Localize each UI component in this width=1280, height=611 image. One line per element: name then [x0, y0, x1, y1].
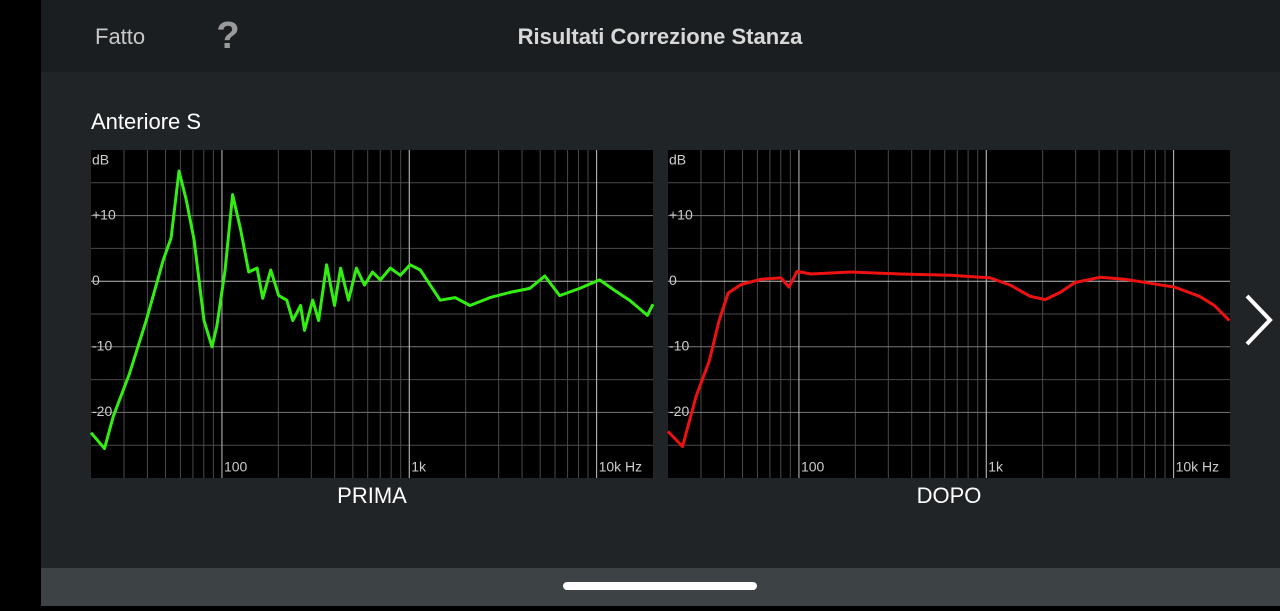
y-tick-label: 0: [92, 272, 100, 288]
x-tick-label: 100: [801, 459, 825, 475]
next-arrow[interactable]: [1245, 294, 1273, 346]
y-tick-label: 0: [669, 272, 677, 288]
left-strip: [0, 0, 41, 606]
x-tick-label: 1k: [988, 459, 1004, 475]
y-axis-label: dB: [92, 152, 109, 168]
y-tick-label: +10: [669, 206, 693, 222]
header-bar: [41, 0, 1280, 72]
done-button[interactable]: Fatto: [95, 24, 145, 49]
response-line: [89, 169, 655, 450]
home-indicator[interactable]: [563, 582, 757, 590]
response-line: [666, 269, 1231, 448]
y-tick-label: +10: [92, 206, 116, 222]
x-tick-label: 100: [224, 459, 248, 475]
help-button[interactable]: ?: [216, 15, 239, 57]
x-tick-label: 1k: [411, 459, 427, 475]
y-tick-label: -20: [92, 403, 112, 419]
page-title: Risultati Correzione Stanza: [518, 24, 804, 49]
y-tick-label: -20: [669, 403, 689, 419]
chart-caption: PRIMA: [337, 483, 407, 508]
x-tick-label: 10k Hz: [599, 459, 643, 475]
y-axis-label: dB: [669, 152, 686, 168]
chart-caption: DOPO: [917, 483, 982, 508]
y-tick-label: -10: [92, 338, 112, 354]
section-title: Anteriore S: [91, 109, 201, 134]
x-tick-label: 10k Hz: [1176, 459, 1220, 475]
y-tick-label: -10: [669, 338, 689, 354]
